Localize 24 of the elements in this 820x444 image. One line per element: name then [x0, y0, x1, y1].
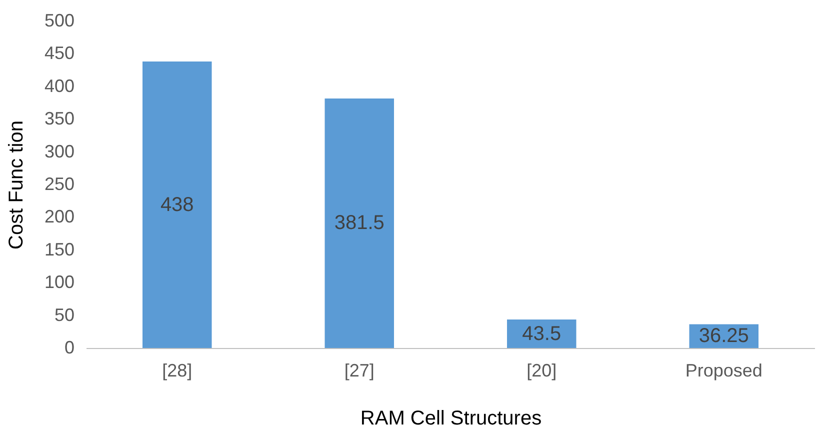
data-label: 438: [160, 194, 194, 216]
x-tick-label: Proposed: [685, 360, 762, 380]
data-label: 381.5: [334, 212, 384, 234]
data-label: 36.25: [698, 325, 749, 348]
y-tick-label: 100: [44, 272, 74, 292]
y-tick-label: 50: [54, 304, 74, 325]
y-tick-label: 400: [44, 76, 74, 96]
y-tick-label: 500: [44, 10, 74, 30]
x-axis-title: RAM Cell Structures: [360, 408, 542, 430]
y-tick-label: 200: [44, 206, 74, 227]
y-tick-label: 0: [64, 338, 74, 358]
y-tick-label: 300: [44, 141, 74, 162]
y-axis-title: Cost Func tion: [5, 120, 28, 250]
x-tick-label: [20]: [526, 360, 557, 380]
x-tick-label: [27]: [344, 360, 374, 380]
x-tick-label: [28]: [162, 360, 192, 380]
bar: [507, 320, 576, 348]
bar: [142, 62, 212, 348]
bar: [324, 98, 394, 348]
data-label: 43.5: [522, 322, 562, 345]
y-tick-label: 350: [44, 108, 74, 129]
y-tick-label: 150: [44, 239, 74, 260]
y-tick-label: 450: [44, 43, 74, 64]
y-tick-label: 250: [44, 174, 74, 194]
